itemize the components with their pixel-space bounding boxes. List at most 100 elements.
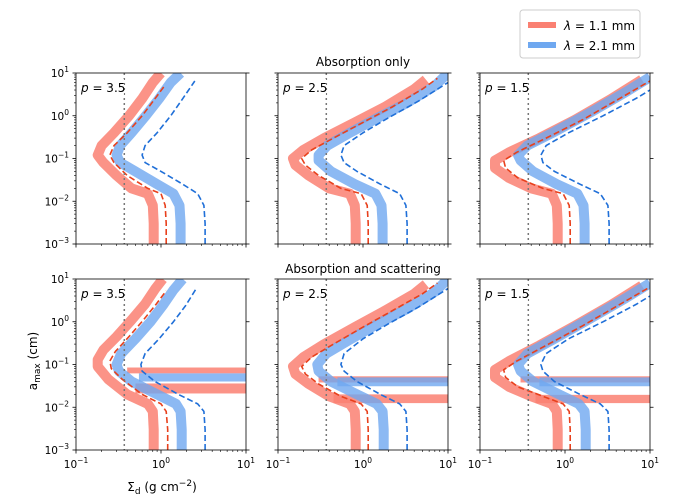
tick-exp: −3 xyxy=(58,236,69,245)
tick-exp: 0 xyxy=(64,314,69,323)
plot-area xyxy=(92,73,206,244)
ticks xyxy=(72,278,250,454)
panel-r0-c2: p = 1.5 xyxy=(476,72,654,248)
x-axis-label: Σd (g cm−2) xyxy=(127,479,197,497)
band-thick_red-2 xyxy=(127,367,246,374)
legend-label-red: λ = 1.1 mm xyxy=(563,19,635,33)
y-tick-label: 100 xyxy=(51,314,69,329)
tick-exp: −1 xyxy=(77,456,88,465)
thick-line-thick_blue xyxy=(513,279,650,450)
tick-exp: 1 xyxy=(452,456,457,465)
band-thick_blue-4 xyxy=(337,377,448,387)
thick-line-thick_red xyxy=(92,73,165,244)
panel-label-value: = 3.5 xyxy=(89,287,126,301)
panel-label-value: = 2.5 xyxy=(291,81,328,95)
tick-exp: 1 xyxy=(64,65,69,74)
panel-label-value: = 3.5 xyxy=(89,81,126,95)
tick-exp: 1 xyxy=(250,456,255,465)
legend: λ = 1.1 mm λ = 2.1 mm xyxy=(519,9,641,59)
panel-label-bg xyxy=(78,285,124,301)
panel-label-bg xyxy=(78,79,124,95)
dashed-line-dashed_blue xyxy=(540,295,650,450)
panel-label: p = 2.5 xyxy=(282,287,327,301)
panel-label: p = 2.5 xyxy=(282,81,327,95)
band-thick_red-1 xyxy=(135,383,246,394)
panel-label-bg xyxy=(280,285,326,301)
tick-base: 10 xyxy=(468,459,481,471)
panel-label: p = 3.5 xyxy=(80,287,125,301)
y-axis-label: amax (cm) xyxy=(26,332,43,390)
tick-exp: 1 xyxy=(64,271,69,280)
tick-base: 10 xyxy=(354,459,367,471)
panel-label-var: p xyxy=(282,81,291,95)
tick-base: 10 xyxy=(45,196,58,208)
thick-line-thick_red xyxy=(288,75,430,244)
panel-label-var: p xyxy=(484,81,493,95)
tick-exp: 0 xyxy=(64,108,69,117)
y-tick-label: 10−2 xyxy=(45,193,70,208)
tick-base: 10 xyxy=(45,445,58,457)
plot-area xyxy=(92,279,246,450)
tick-exp: −1 xyxy=(58,357,69,366)
plot-area xyxy=(490,73,650,244)
tick-base: 10 xyxy=(556,459,569,471)
plot-area xyxy=(490,279,650,450)
tick-base: 10 xyxy=(45,154,58,166)
tick-exp: 0 xyxy=(165,456,170,465)
x-tick-label: 100 xyxy=(354,456,372,471)
y-tick-label: 100 xyxy=(51,108,69,123)
panel-label-var: p xyxy=(80,287,89,301)
tick-exp: 1 xyxy=(654,456,659,465)
tick-exp: 0 xyxy=(569,456,574,465)
tick-exp: −1 xyxy=(279,456,290,465)
x-tick-label: 101 xyxy=(439,456,457,471)
y-tick-label: 101 xyxy=(51,65,69,80)
plot-area xyxy=(288,73,448,244)
panel-label-bg xyxy=(280,79,326,95)
thick-line-thick_blue xyxy=(312,279,448,450)
tick-exp: −1 xyxy=(58,151,69,160)
tick-base: 10 xyxy=(45,239,58,251)
panel-label: p = 3.5 xyxy=(80,81,125,95)
x-tick-label: 10−1 xyxy=(468,456,493,471)
tick-base: 10 xyxy=(51,274,64,286)
ticks xyxy=(274,72,452,248)
tick-exp: −3 xyxy=(58,442,69,451)
band-thick_blue-4 xyxy=(539,377,650,387)
x-tick-label: 101 xyxy=(237,456,255,471)
panel-label-var: p xyxy=(80,81,89,95)
x-tick-label: 101 xyxy=(641,456,659,471)
tick-base: 10 xyxy=(51,68,64,80)
tick-exp: −2 xyxy=(58,193,69,202)
x-tick-label: 10−1 xyxy=(266,456,291,471)
y-tick-label: 10−3 xyxy=(45,236,70,251)
dashed-line-dashed_red xyxy=(300,77,438,244)
panel-label-var: p xyxy=(484,287,493,301)
panel-label-var: p xyxy=(282,287,291,301)
panel-label-bg xyxy=(482,285,528,301)
dashed-line-dashed_red xyxy=(300,282,438,450)
ticks xyxy=(72,72,250,248)
ticks xyxy=(476,72,654,248)
tick-base: 10 xyxy=(439,459,452,471)
panel-label: p = 1.5 xyxy=(484,287,529,301)
panel-r0-c1: p = 2.5 xyxy=(274,72,452,248)
band-thick_red-1 xyxy=(535,394,650,404)
panel-label-value: = 2.5 xyxy=(291,287,328,301)
thick-line-thick_blue xyxy=(111,279,187,450)
ticks xyxy=(274,278,452,454)
tick-exp: −1 xyxy=(481,456,492,465)
dashed-line-dashed_blue xyxy=(140,288,206,450)
thick-line-thick_blue xyxy=(313,73,448,244)
y-tick-label: 10−2 xyxy=(45,399,70,414)
x-tick-label: 10−1 xyxy=(64,456,89,471)
panel-label: p = 1.5 xyxy=(484,81,529,95)
thick-line-thick_red xyxy=(92,279,167,450)
thick-line-thick_red xyxy=(288,280,430,450)
tick-exp: −2 xyxy=(58,399,69,408)
thick-line-thick_blue xyxy=(111,73,186,244)
dashed-line-dashed_blue xyxy=(340,81,448,244)
